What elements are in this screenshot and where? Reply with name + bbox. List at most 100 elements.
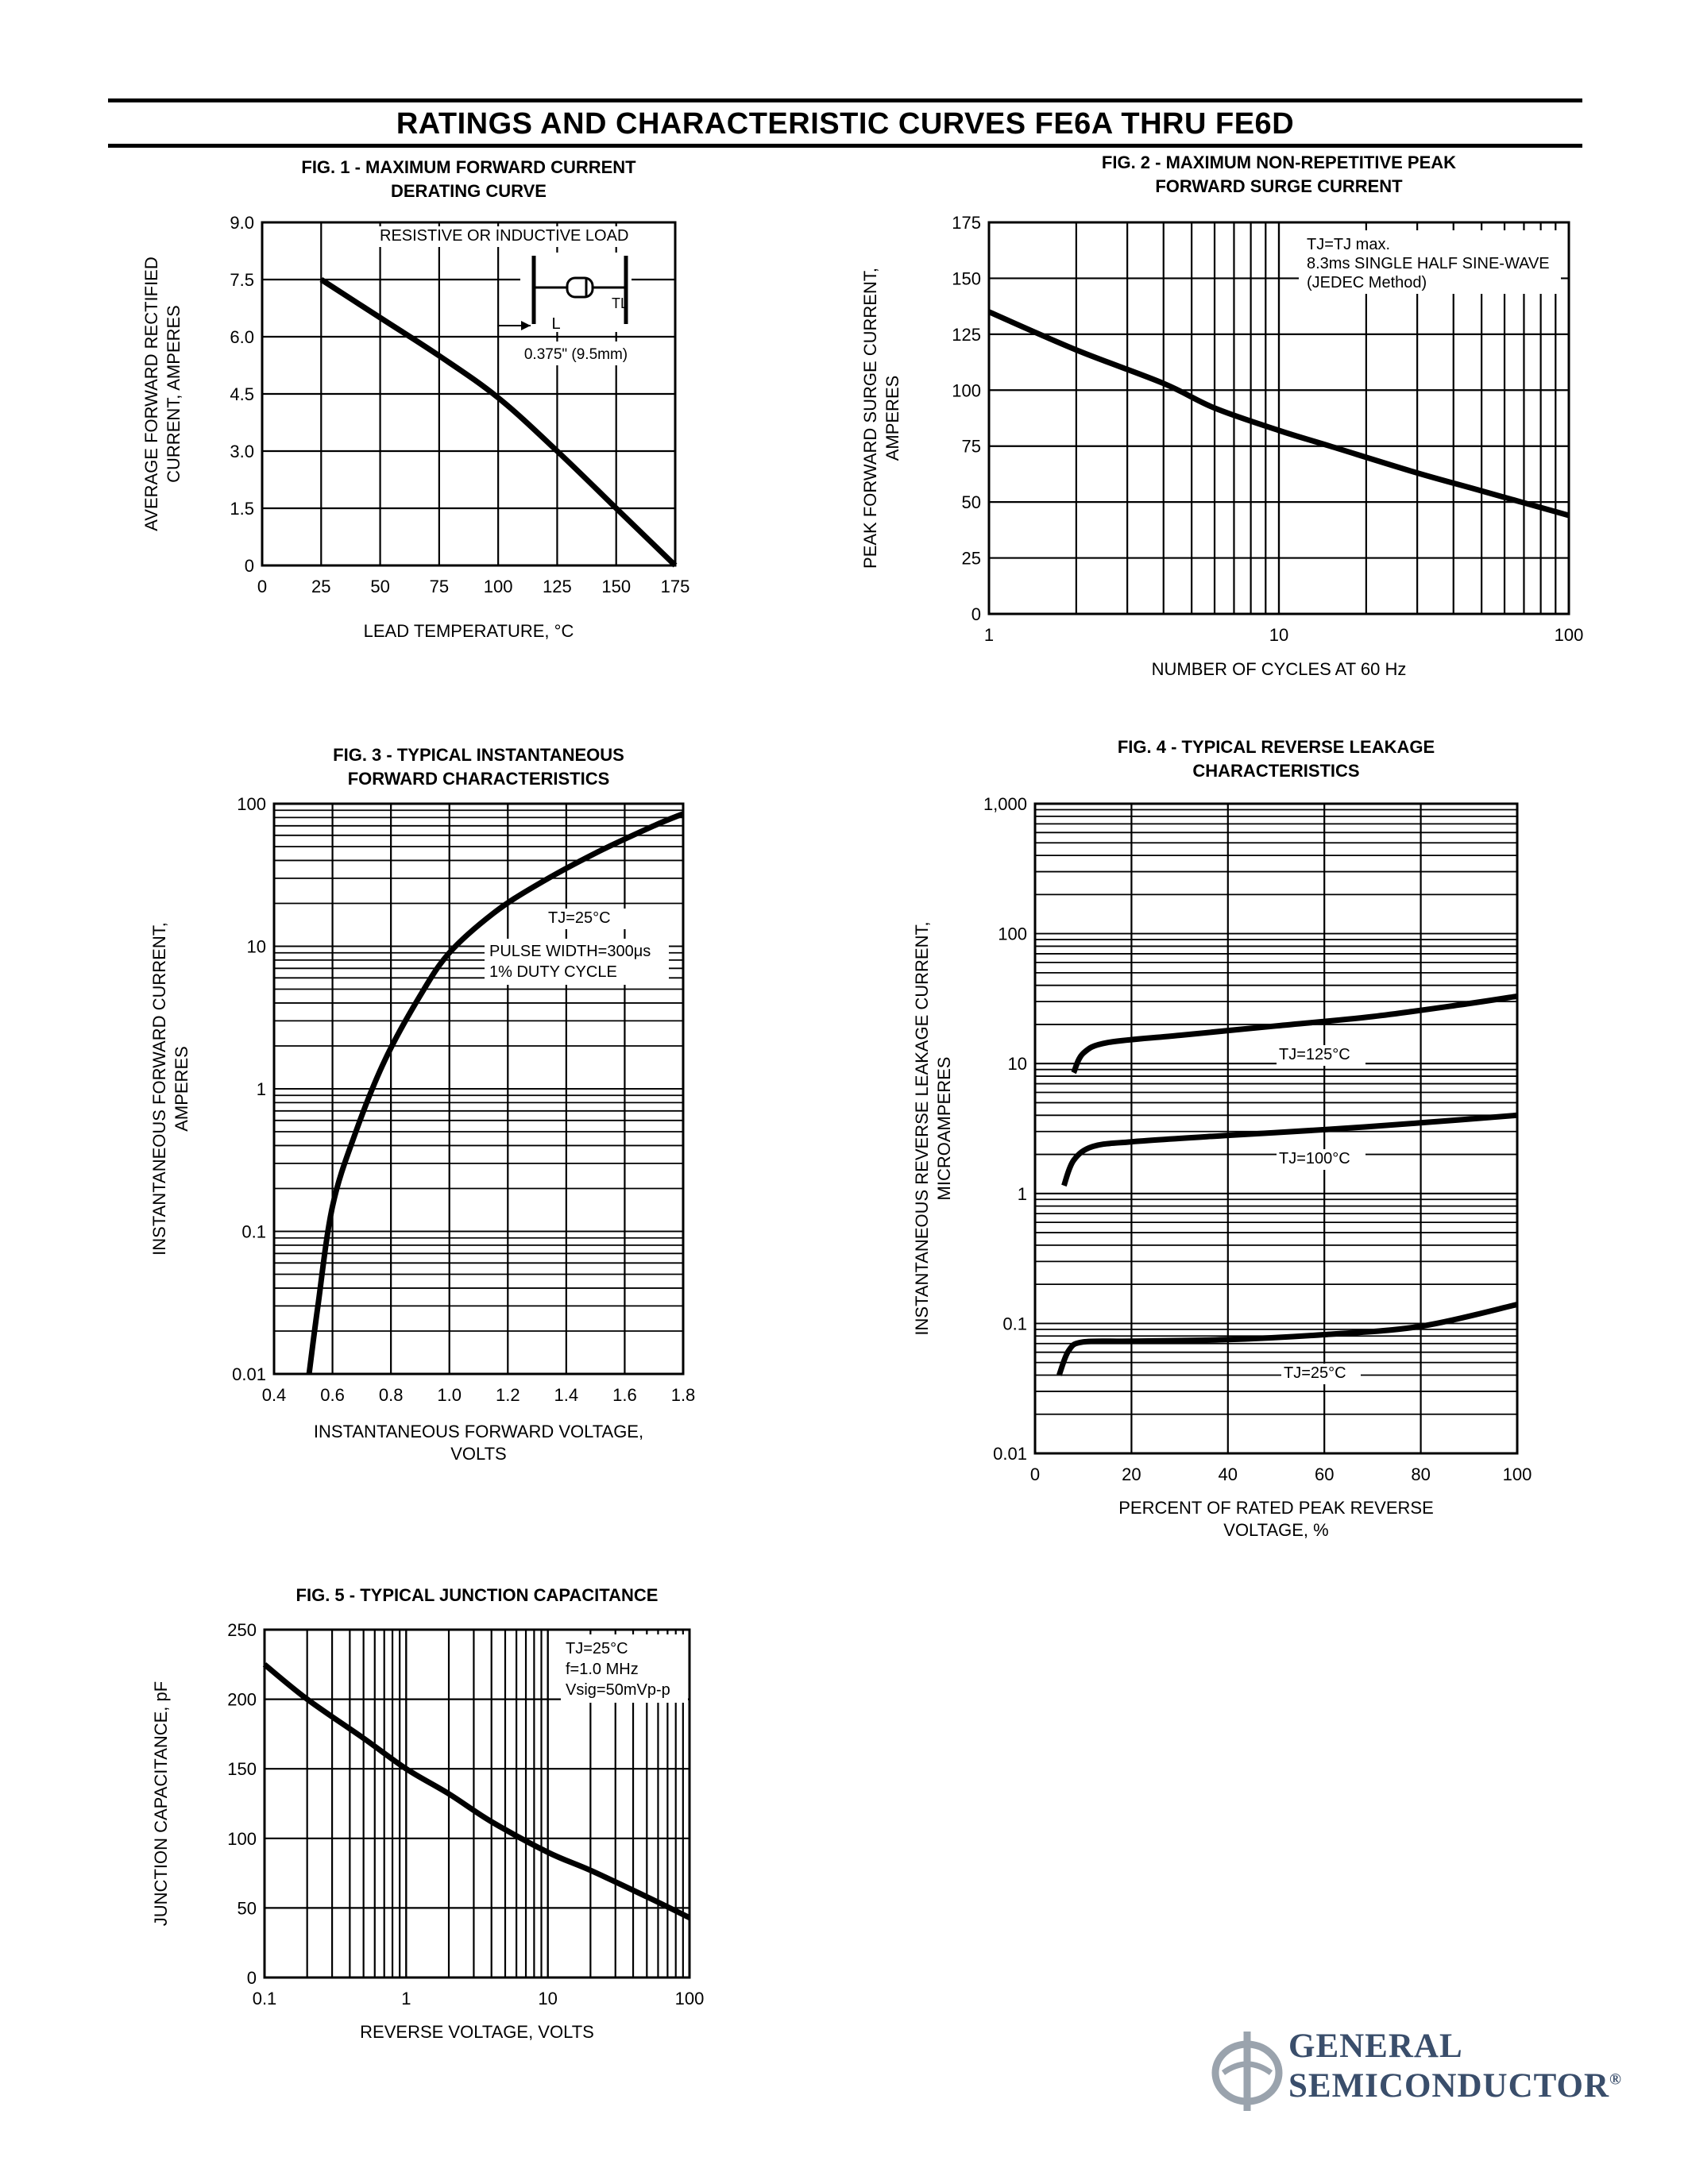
- fig2-xtick-label: 10: [1269, 625, 1288, 645]
- gs-emblem-icon: [1211, 2032, 1283, 2111]
- fig4-anno-100-bg: [1277, 1149, 1365, 1170]
- fig2-ytick-label: 100: [952, 380, 981, 400]
- fig1-chart: 0 25 50 75 100 125 150 175 0 1.5 3.0 4.5 6.0 7.5 9.0 FI…: [141, 157, 689, 641]
- fig3-xtick-label: 1.4: [554, 1385, 579, 1405]
- fig3-xlabel-line: VOLTS: [450, 1444, 507, 1464]
- fig5-xtick-label: 10: [538, 1989, 557, 2008]
- fig1-frame: [261, 221, 677, 567]
- fig1-xtick-label: 0: [257, 577, 267, 596]
- fig3-ytick-label: 100: [237, 794, 266, 814]
- fig4-ylabel-line: MICROAMPERES: [934, 1057, 954, 1201]
- fig4-xtick-label: 40: [1219, 1464, 1238, 1484]
- fig2-anno-jedec: (JEDEC Method): [1307, 274, 1427, 291]
- fig1-title-line: FIG. 1 - MAXIMUM FORWARD CURRENT: [301, 157, 636, 177]
- fig1-anno-load: RESISTIVE OR INDUCTIVE LOAD: [380, 227, 628, 245]
- fig3-xlabel-line: INSTANTANEOUS FORWARD VOLTAGE,: [314, 1422, 643, 1441]
- fig1-ylabel-line: CURRENT, AMPERES: [164, 305, 183, 483]
- fig1-xtick-label: 25: [311, 577, 330, 596]
- fig1-anno-length: 0.375" (9.5mm): [524, 346, 628, 363]
- fig5-ytick-label: 250: [227, 1620, 257, 1640]
- fig3-ytick-label: 10: [247, 937, 266, 957]
- fig5-xlabel-line: REVERSE VOLTAGE, VOLTS: [360, 2022, 594, 2042]
- fig3-anno-bg: [485, 939, 669, 985]
- fig2-xlabel-line: NUMBER OF CYCLES AT 60 Hz: [1152, 659, 1407, 679]
- fig2-title-line: FIG. 2 - MAXIMUM NON-REPETITIVE PEAK: [1102, 152, 1456, 172]
- fig3-xtick-label: 0.8: [379, 1385, 404, 1405]
- fig2-anno-tj: TJ=TJ max.: [1307, 236, 1390, 253]
- fig2-ytick-label: 125: [952, 325, 981, 345]
- fig2-ytick-label: 75: [962, 437, 981, 457]
- fig1-ytick-label: 4.5: [230, 384, 254, 404]
- logo-line2: SEMICONDUCTOR®: [1288, 2066, 1622, 2105]
- fig1-series-0-line: [319, 277, 678, 568]
- fig1-anno-load-bg: [377, 226, 639, 247]
- fig5-ytick-label: 200: [227, 1690, 257, 1710]
- fig4-anno-125: TJ=125°C: [1279, 1046, 1350, 1063]
- fig2-chart: 1 10 100 0 25 50 75 100 125 150 175 FIG. 2 - MAXIMU…: [860, 152, 1583, 679]
- fig4-anno-125-bg: [1277, 1045, 1365, 1066]
- fig4-series-2-line: [1056, 1302, 1518, 1376]
- fig5-anno-freq: f=1.0 MHz: [566, 1661, 639, 1678]
- fig4-grid: [1033, 803, 1519, 1454]
- fig2-frame: [987, 221, 1570, 615]
- fig3-xtick-label: 1.6: [612, 1385, 637, 1405]
- fig2-anno-wave: 8.3ms SINGLE HALF SINE-WAVE: [1307, 255, 1550, 272]
- fig3-frame: [272, 802, 685, 1376]
- fig4-ytick-label: 0.1: [1002, 1314, 1027, 1333]
- fig4-chart: 0 20 40 60 80 100 0.01 0.1 1 10 100 1,000 FIG. 4 - T…: [912, 737, 1532, 1540]
- fig4-series-0-line: [1071, 993, 1518, 1075]
- fig4-anno-100: TJ=100°C: [1279, 1150, 1350, 1167]
- fig4-title-line: CHARACTERISTICS: [1192, 761, 1359, 781]
- fig1-xtick-label: 50: [370, 577, 389, 596]
- fig1-xtick-label: 125: [543, 577, 572, 596]
- fig4-xtick-label: 20: [1122, 1464, 1141, 1484]
- fig1-xtick-label: 100: [484, 577, 513, 596]
- fig5-frame: [263, 1628, 691, 1979]
- fig3-anno-tj: TJ=25°C: [548, 909, 611, 927]
- fig3-anno-pulse: PULSE WIDTH=300μs: [489, 943, 651, 960]
- fig4-ytick-label: 1: [1018, 1184, 1027, 1204]
- fig1-anno-l: L: [551, 315, 560, 333]
- fig1-ytick-label: 9.0: [230, 213, 254, 233]
- fig5-ytick-label: 150: [227, 1759, 257, 1779]
- fig2-ytick-label: 50: [962, 492, 981, 512]
- fig3-anno-duty: 1% DUTY CYCLE: [489, 963, 617, 981]
- fig3-title-line: FORWARD CHARACTERISTICS: [348, 769, 610, 789]
- fig4-anno-25: TJ=25°C: [1284, 1364, 1346, 1382]
- fig5-anno-vsig: Vsig=50mVp-p: [566, 1681, 670, 1699]
- page-title: RATINGS AND CHARACTERISTIC CURVES FE6A T…: [396, 107, 1295, 141]
- fig4-xlabel-line: VOLTAGE, %: [1223, 1520, 1328, 1540]
- fig3-ytick-label: 1: [257, 1079, 266, 1099]
- fig5-ytick-label: 50: [238, 1898, 257, 1918]
- fig2-ytick-label: 150: [952, 268, 981, 288]
- fig3-series-0-line: [306, 811, 685, 1375]
- logo-line2-text: SEMICONDUCTOR: [1288, 2067, 1610, 2105]
- fig5-ytick-label: 100: [227, 1829, 257, 1849]
- fig4-ylabel-line: INSTANTANEOUS REVERSE LEAKAGE CURRENT,: [912, 921, 932, 1335]
- fig3-grid: [272, 803, 685, 1375]
- fig5-title-line: FIG. 5 - TYPICAL JUNCTION CAPACITANCE: [296, 1585, 659, 1605]
- fig4-title-line: FIG. 4 - TYPICAL REVERSE LEAKAGE: [1118, 737, 1435, 757]
- fig4-ytick-label: 10: [1008, 1054, 1027, 1074]
- fig1-ytick-label: 1.5: [230, 499, 254, 519]
- fig2-anno-bg: [1299, 230, 1561, 294]
- fig4-ytick-label: 1,000: [983, 794, 1027, 814]
- fig3-ytick-label: 0.1: [241, 1222, 266, 1242]
- fig1-title-line: DERATING CURVE: [391, 181, 547, 201]
- fig1-ytick-label: 0: [245, 556, 254, 576]
- fig3-xtick-label: 1.2: [496, 1385, 520, 1405]
- fig2-ytick-label: 0: [971, 604, 981, 624]
- fig1-xtick-label: 175: [661, 577, 690, 596]
- fig1-ytick-label: 6.0: [230, 327, 254, 347]
- fig3-ylabel-line: AMPERES: [172, 1046, 191, 1132]
- fig1-ytick-label: 7.5: [230, 270, 254, 290]
- fig2-ytick-label: 25: [962, 549, 981, 569]
- registered-mark: ®: [1609, 2070, 1622, 2089]
- fig2-series-0-line: [987, 309, 1570, 519]
- fig3-title-line: FIG. 3 - TYPICAL INSTANTANEOUS: [333, 745, 624, 765]
- fig4-ytick-label: 0.01: [993, 1444, 1027, 1464]
- fig4-xlabel-line: PERCENT OF RATED PEAK REVERSE: [1118, 1498, 1434, 1518]
- fig2-ylabel-line: PEAK FORWARD SURGE CURRENT,: [860, 268, 880, 569]
- fig5-series-0-line: [262, 1662, 691, 1920]
